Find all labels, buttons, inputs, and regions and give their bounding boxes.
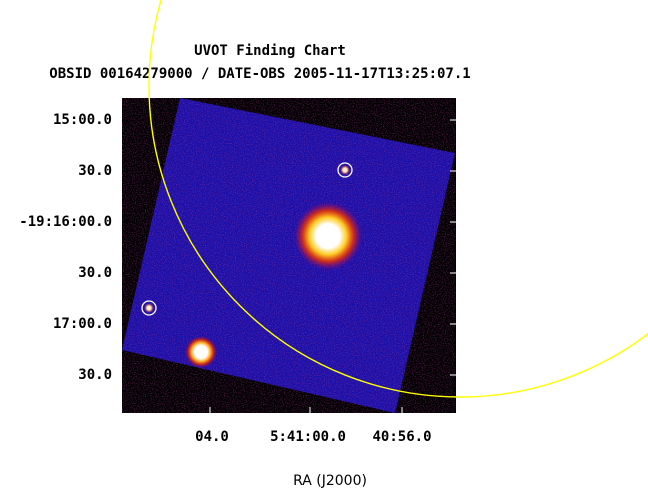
x-axis-label: RA (J2000) [293, 473, 367, 489]
source-marker-circle [141, 300, 157, 316]
exposure-image [122, 98, 455, 413]
dec-tick-label: 15:00.0 [52, 112, 112, 128]
ra-tick-label: 04.0 [195, 429, 229, 445]
ra-tick-label: 40:56.0 [372, 429, 432, 445]
source-marker-circle [337, 162, 353, 178]
dec-tick-label: 30.0 [78, 367, 112, 383]
faint-source-left [144, 303, 154, 313]
frame-ticks [122, 119, 128, 376]
dec-tick-label: -19:16:00.0 [19, 214, 112, 230]
bright-source-lower-left [185, 336, 217, 368]
chart-subtitle: OBSID 00164279000 / DATE-OBS 2005-11-17T… [49, 66, 471, 82]
chart-title: UVOT Finding Chart [194, 43, 346, 59]
bright-source-center [294, 202, 362, 270]
dec-tick-label: 17:00.0 [52, 316, 112, 332]
exposure-noise [122, 98, 455, 413]
error-circle [148, 0, 648, 398]
faint-source-upper [340, 165, 350, 175]
frame-ticks-right [209, 119, 456, 413]
ra-tick-label: 5:41:00.0 [270, 429, 346, 445]
dec-tick-label: 30.0 [78, 163, 112, 179]
dec-tick-label: 30.0 [78, 265, 112, 281]
